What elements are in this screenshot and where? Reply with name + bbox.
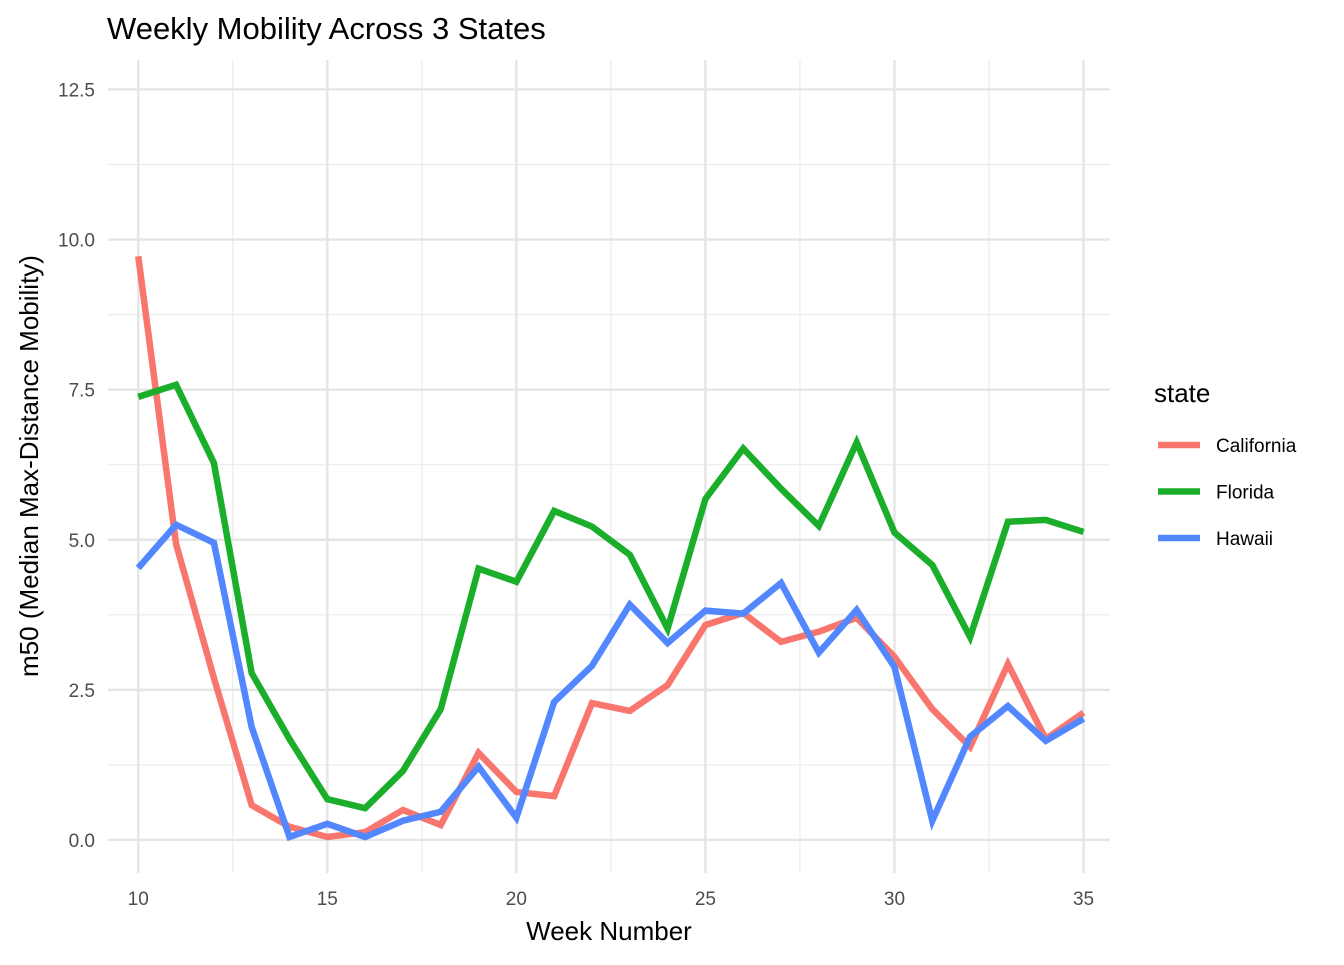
y-axis-ticks: 0.0 2.5 5.0 7.5 10.0 12.5 — [58, 80, 95, 852]
legend-label-hawaii: Hawaii — [1216, 529, 1273, 550]
series-line-hawaii — [135, 520, 1086, 842]
legend-title: state — [1154, 378, 1210, 408]
y-tick-label: 0.0 — [69, 831, 95, 852]
y-tick-label: 5.0 — [69, 531, 95, 552]
x-tick-label: 35 — [1073, 889, 1094, 910]
y-tick-label: 7.5 — [69, 381, 95, 402]
legend: state California Florida Hawaii — [1154, 378, 1297, 550]
chart-title: Weekly Mobility Across 3 States — [107, 11, 546, 46]
x-tick-label: 25 — [695, 889, 716, 910]
series-lines — [135, 255, 1086, 842]
y-tick-label: 2.5 — [69, 681, 95, 702]
x-axis-label: Week Number — [526, 916, 692, 946]
x-tick-label: 30 — [884, 889, 905, 910]
legend-label-florida: Florida — [1216, 483, 1275, 504]
x-tick-label: 15 — [317, 889, 338, 910]
y-axis-label: m50 (Median Max-Distance Mobility) — [14, 255, 44, 677]
legend-label-california: California — [1216, 436, 1297, 457]
x-axis-ticks: 10 15 20 25 30 35 — [128, 889, 1094, 910]
y-tick-label: 10.0 — [58, 231, 95, 252]
grid — [108, 60, 1110, 873]
series-line-california — [135, 255, 1086, 841]
x-tick-label: 20 — [506, 889, 527, 910]
x-tick-label: 10 — [128, 889, 149, 910]
series-line-florida — [137, 380, 1085, 812]
y-tick-label: 12.5 — [58, 80, 95, 101]
